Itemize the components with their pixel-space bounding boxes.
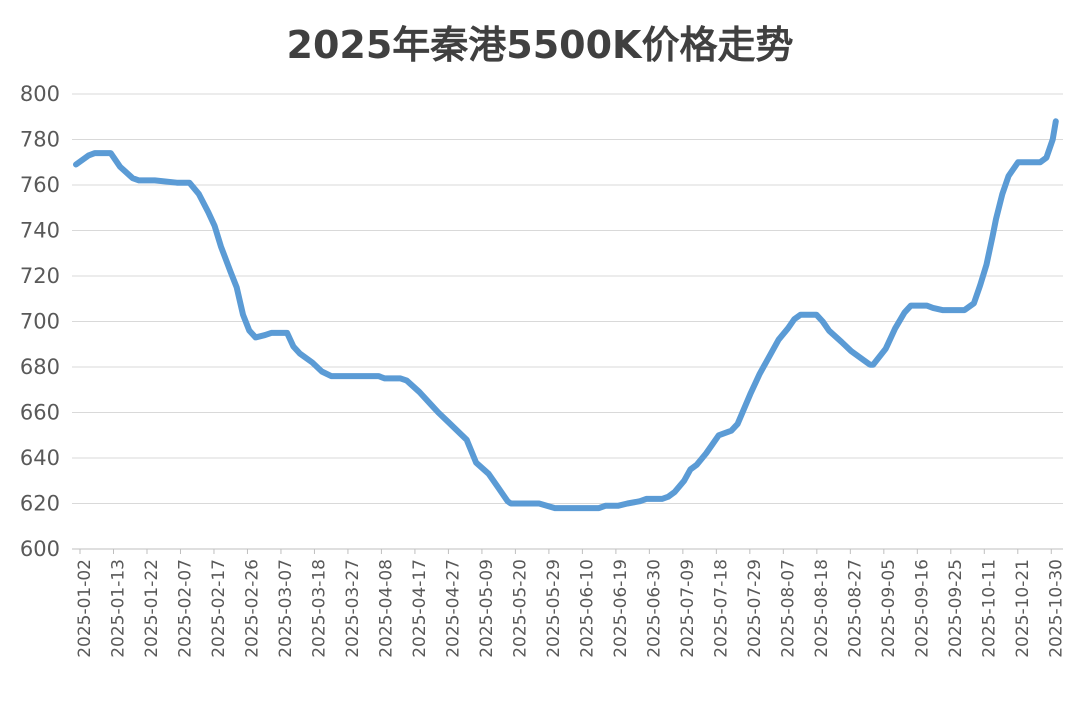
x-tick-label: 2025-01-13 xyxy=(108,559,128,658)
x-tick-label: 2025-09-16 xyxy=(912,559,932,658)
y-tick-label: 700 xyxy=(20,310,60,334)
y-tick-label: 780 xyxy=(20,128,60,152)
y-tick-label: 760 xyxy=(20,173,60,197)
x-tick-label: 2025-08-27 xyxy=(845,559,865,658)
y-tick-label: 740 xyxy=(20,219,60,243)
y-tick-label: 620 xyxy=(20,492,60,516)
x-tick-label: 2025-07-18 xyxy=(711,559,731,658)
x-tick-label: 2025-02-17 xyxy=(209,559,229,658)
x-tick-label: 2025-07-09 xyxy=(678,559,698,658)
x-tick-label: 2025-02-07 xyxy=(175,559,195,658)
x-tick-label: 2025-10-21 xyxy=(1013,559,1033,658)
x-tick-label: 2025-10-11 xyxy=(979,559,999,658)
x-tick-label: 2025-01-22 xyxy=(142,559,162,658)
price-series-line xyxy=(73,118,1059,512)
y-axis-ticks: 600 620 640 660 680 700 720 740 760 780 800 xyxy=(20,82,60,561)
x-tick-label: 2025-05-09 xyxy=(477,559,497,658)
x-axis-ticks: 2025-01-02 2025-01-13 2025-01-22 2025-02-07… xyxy=(75,549,1066,658)
x-tick-label: 2025-08-07 xyxy=(778,559,798,658)
x-tick-label: 2025-09-05 xyxy=(879,559,899,658)
gridlines xyxy=(72,93,1063,550)
x-tick-label: 2025-04-17 xyxy=(410,559,430,658)
y-tick-label: 600 xyxy=(20,537,60,561)
x-tick-label: 2025-09-25 xyxy=(946,559,966,658)
x-tick-label: 2025-06-30 xyxy=(644,559,664,658)
x-tick-label: 2025-02-26 xyxy=(242,559,262,658)
x-tick-label: 2025-06-10 xyxy=(577,559,597,658)
x-tick-label: 2025-10-30 xyxy=(1046,559,1066,658)
y-tick-label: 720 xyxy=(20,264,60,288)
x-tick-label: 2025-04-27 xyxy=(443,559,463,658)
y-tick-label: 660 xyxy=(20,401,60,425)
x-tick-label: 2025-08-18 xyxy=(812,559,832,658)
x-tick-label: 2025-05-29 xyxy=(544,559,564,658)
series-layer xyxy=(73,118,1059,512)
x-tick-label: 2025-05-20 xyxy=(510,559,530,658)
x-tick-label: 2025-03-27 xyxy=(343,559,363,658)
x-tick-label: 2025-06-19 xyxy=(611,559,631,658)
chart-title: 2025年秦港5500K价格走势 xyxy=(286,23,794,67)
x-tick-label: 2025-03-18 xyxy=(309,559,329,658)
y-tick-label: 800 xyxy=(20,82,60,106)
x-tick-label: 2025-01-02 xyxy=(75,559,95,658)
x-tick-label: 2025-07-29 xyxy=(745,559,765,658)
y-tick-label: 640 xyxy=(20,446,60,470)
x-tick-label: 2025-04-08 xyxy=(376,559,396,658)
x-tick-label: 2025-03-07 xyxy=(276,559,296,658)
y-tick-label: 680 xyxy=(20,355,60,379)
